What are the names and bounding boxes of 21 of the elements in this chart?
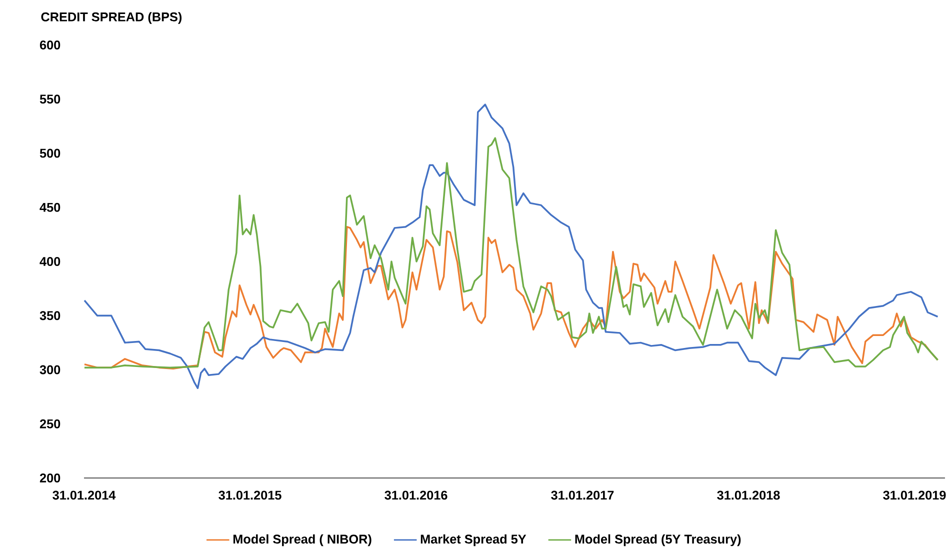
x-tick-label: 31.01.2015 — [218, 490, 282, 500]
y-tick-label: 600 — [40, 40, 60, 50]
x-tick-label: 31.01.2014 — [52, 490, 116, 500]
x-tick-label: 31.01.2017 — [551, 490, 614, 500]
y-tick-label: 200 — [40, 474, 60, 482]
y-tick-label: 450 — [40, 202, 60, 212]
legend-label: Model Spread (5Y Treasury) — [575, 534, 741, 546]
legend-label: Market Spread 5Y — [420, 534, 526, 546]
y-tick-label: 350 — [40, 311, 60, 320]
x-tick-label: 31.01.2019 — [883, 490, 946, 500]
x-tick-label: 31.01.2016 — [384, 490, 448, 500]
line-series — [84, 104, 939, 390]
legend-label: Model Spread ( NIBOR) — [233, 534, 372, 546]
y-tick-label: 400 — [40, 257, 60, 266]
chart-title: CREDIT SPREAD (BPS) — [41, 12, 182, 24]
x-tick-label: 31.01.2018 — [717, 490, 780, 500]
y-tick-label: 250 — [40, 419, 60, 428]
line-series — [84, 137, 939, 368]
y-tick-label: 300 — [40, 365, 60, 374]
y-tick-label: 500 — [40, 148, 60, 158]
y-tick-label: 550 — [40, 94, 60, 104]
